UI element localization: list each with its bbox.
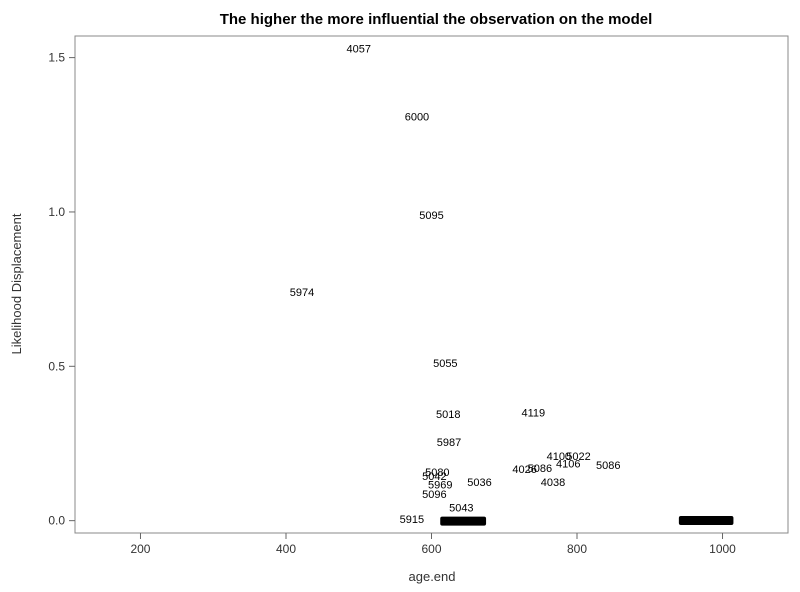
x-tick-label: 800 xyxy=(567,542,587,556)
point-label: 5915 xyxy=(400,514,424,526)
point-label: 6000 xyxy=(405,111,429,123)
point-label: 4026 xyxy=(512,464,536,476)
point-label: 5080 xyxy=(425,467,449,479)
overplotted-point-clusters xyxy=(440,516,734,526)
y-axis-label: Likelihood Displacement xyxy=(9,213,24,354)
point-labels: 4057 6000 5095 5974 5055 5018 4119 5987 41005022… xyxy=(290,43,621,526)
point-label: 4106 xyxy=(556,459,580,471)
x-axis: 200 400 600 800 1000 xyxy=(130,533,736,556)
point-label: 4119 xyxy=(522,408,546,420)
point-label: 5095 xyxy=(419,210,443,222)
x-axis-label: age.end xyxy=(409,569,456,584)
point-label: 5036 xyxy=(467,477,491,489)
point-label: 5987 xyxy=(437,437,461,449)
x-tick-label: 1000 xyxy=(709,542,736,556)
y-tick-label: 1.0 xyxy=(48,205,65,219)
y-axis: 0.0 0.5 1.0 1.5 xyxy=(48,51,75,528)
overplotted-cluster xyxy=(440,516,487,526)
point-label: 5042 xyxy=(422,471,446,483)
point-label: 5096 xyxy=(422,489,446,501)
point-label: 5086 xyxy=(596,460,620,472)
y-tick-label: 0.0 xyxy=(48,514,65,528)
point-label: 5086 xyxy=(528,463,552,475)
point-label: 5969 xyxy=(428,480,452,492)
plot-frame xyxy=(74,35,789,534)
x-tick-label: 600 xyxy=(421,542,441,556)
point-label: 5018 xyxy=(436,409,460,421)
overplotted-cluster xyxy=(678,516,734,526)
point-label: 5043 xyxy=(449,502,473,514)
point-label: 5055 xyxy=(433,358,457,370)
point-label: 5022 xyxy=(566,451,590,463)
point-label: 4100 xyxy=(547,451,571,463)
x-tick-label: 200 xyxy=(130,542,150,556)
y-tick-label: 0.5 xyxy=(48,359,65,373)
x-tick-label: 400 xyxy=(276,542,296,556)
point-label: 4057 xyxy=(347,43,371,55)
chart-title: The higher the more influential the obse… xyxy=(220,11,653,28)
y-tick-label: 1.5 xyxy=(48,51,65,65)
point-label: 5974 xyxy=(290,287,314,299)
point-label: 4038 xyxy=(541,477,565,489)
